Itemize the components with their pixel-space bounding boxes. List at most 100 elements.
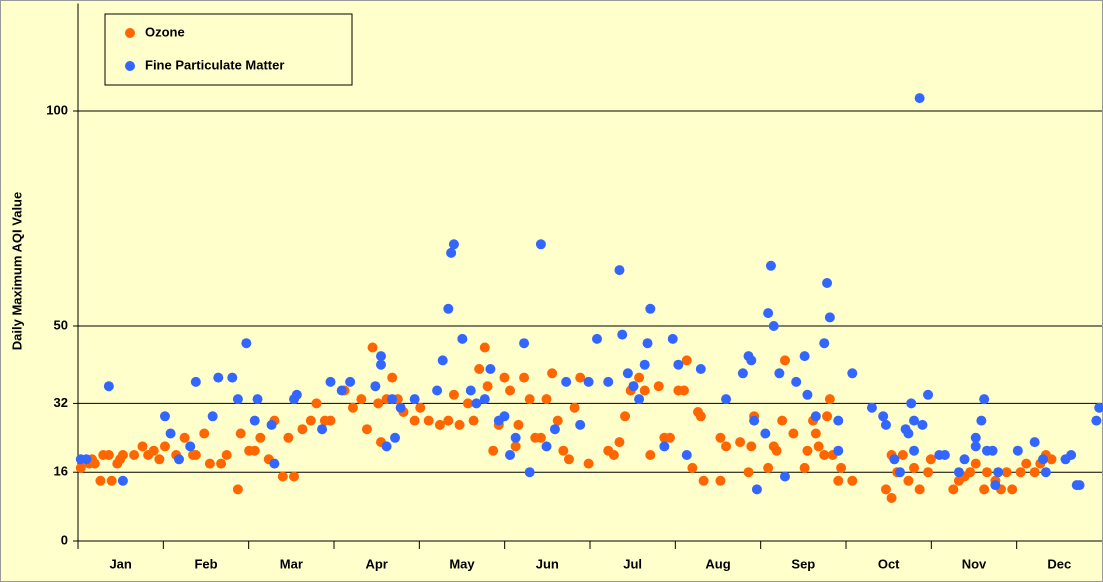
point — [561, 376, 572, 387]
y-tick-label: 50 — [54, 317, 68, 332]
point — [277, 471, 288, 482]
point — [1091, 415, 1102, 426]
point — [485, 364, 496, 374]
point — [614, 265, 625, 276]
point — [810, 428, 821, 439]
y-axis-label: Daily Maximum AQI Value — [9, 192, 24, 350]
point — [715, 475, 726, 486]
series-points — [75, 93, 1103, 495]
point — [325, 376, 336, 387]
point — [592, 333, 603, 344]
point — [836, 462, 847, 473]
point — [106, 475, 117, 486]
point — [953, 467, 964, 478]
legend-marker — [125, 28, 135, 38]
point — [1046, 454, 1057, 465]
point — [255, 432, 266, 443]
point — [751, 484, 762, 495]
point — [370, 381, 381, 392]
point — [788, 428, 799, 439]
point — [387, 394, 398, 405]
point — [678, 385, 689, 396]
point — [721, 441, 732, 452]
point — [906, 398, 917, 409]
point — [361, 424, 372, 435]
point — [373, 398, 384, 409]
point — [1001, 467, 1012, 478]
point — [375, 351, 386, 362]
point — [925, 454, 936, 465]
point — [735, 437, 746, 448]
point — [642, 338, 653, 349]
point — [681, 450, 692, 460]
y-tick-label: 0 — [61, 532, 68, 547]
point — [802, 445, 813, 456]
point — [847, 368, 858, 379]
point — [667, 333, 678, 344]
point — [432, 385, 443, 396]
point — [390, 432, 401, 443]
point — [409, 415, 420, 426]
point — [833, 475, 844, 486]
point — [519, 338, 530, 349]
point — [249, 415, 260, 426]
x-tick-label: Jan — [109, 556, 131, 571]
x-tick-label: Apr — [365, 556, 387, 571]
point — [715, 432, 726, 443]
point — [558, 445, 569, 456]
point — [454, 419, 465, 430]
point — [965, 467, 976, 478]
point — [889, 454, 900, 465]
point — [159, 411, 170, 422]
point — [345, 376, 356, 387]
point — [462, 398, 473, 409]
point — [575, 419, 586, 430]
point — [880, 419, 891, 430]
point — [443, 415, 454, 426]
point — [886, 493, 897, 503]
point — [443, 303, 454, 314]
point — [903, 475, 914, 486]
point — [617, 329, 628, 340]
point — [241, 338, 252, 349]
point — [317, 424, 328, 435]
point — [878, 411, 889, 422]
point — [681, 355, 692, 366]
point — [813, 441, 824, 452]
point — [903, 428, 914, 439]
series-points — [75, 342, 1057, 503]
point — [446, 247, 457, 258]
point — [235, 428, 246, 439]
point — [199, 428, 210, 439]
point — [765, 260, 776, 271]
point — [468, 415, 479, 426]
point — [95, 475, 106, 486]
point — [763, 462, 774, 473]
point — [137, 441, 148, 452]
legend-label: Ozone — [145, 24, 185, 39]
point — [979, 394, 990, 405]
point — [437, 355, 448, 366]
point — [746, 441, 757, 452]
point — [154, 454, 165, 465]
point — [760, 428, 771, 439]
point — [1066, 450, 1077, 460]
point — [291, 389, 302, 400]
point — [213, 372, 224, 383]
point — [737, 368, 748, 379]
x-tick-label: Mar — [280, 556, 303, 571]
point — [207, 411, 218, 422]
point — [563, 454, 574, 465]
point — [524, 467, 535, 478]
point — [987, 445, 998, 456]
point — [549, 424, 560, 435]
point — [423, 415, 434, 426]
point — [639, 359, 650, 370]
point — [847, 475, 858, 486]
point — [822, 278, 833, 288]
point — [232, 394, 243, 405]
point — [970, 441, 981, 452]
point — [336, 385, 347, 396]
x-tick-label: Oct — [878, 556, 900, 571]
